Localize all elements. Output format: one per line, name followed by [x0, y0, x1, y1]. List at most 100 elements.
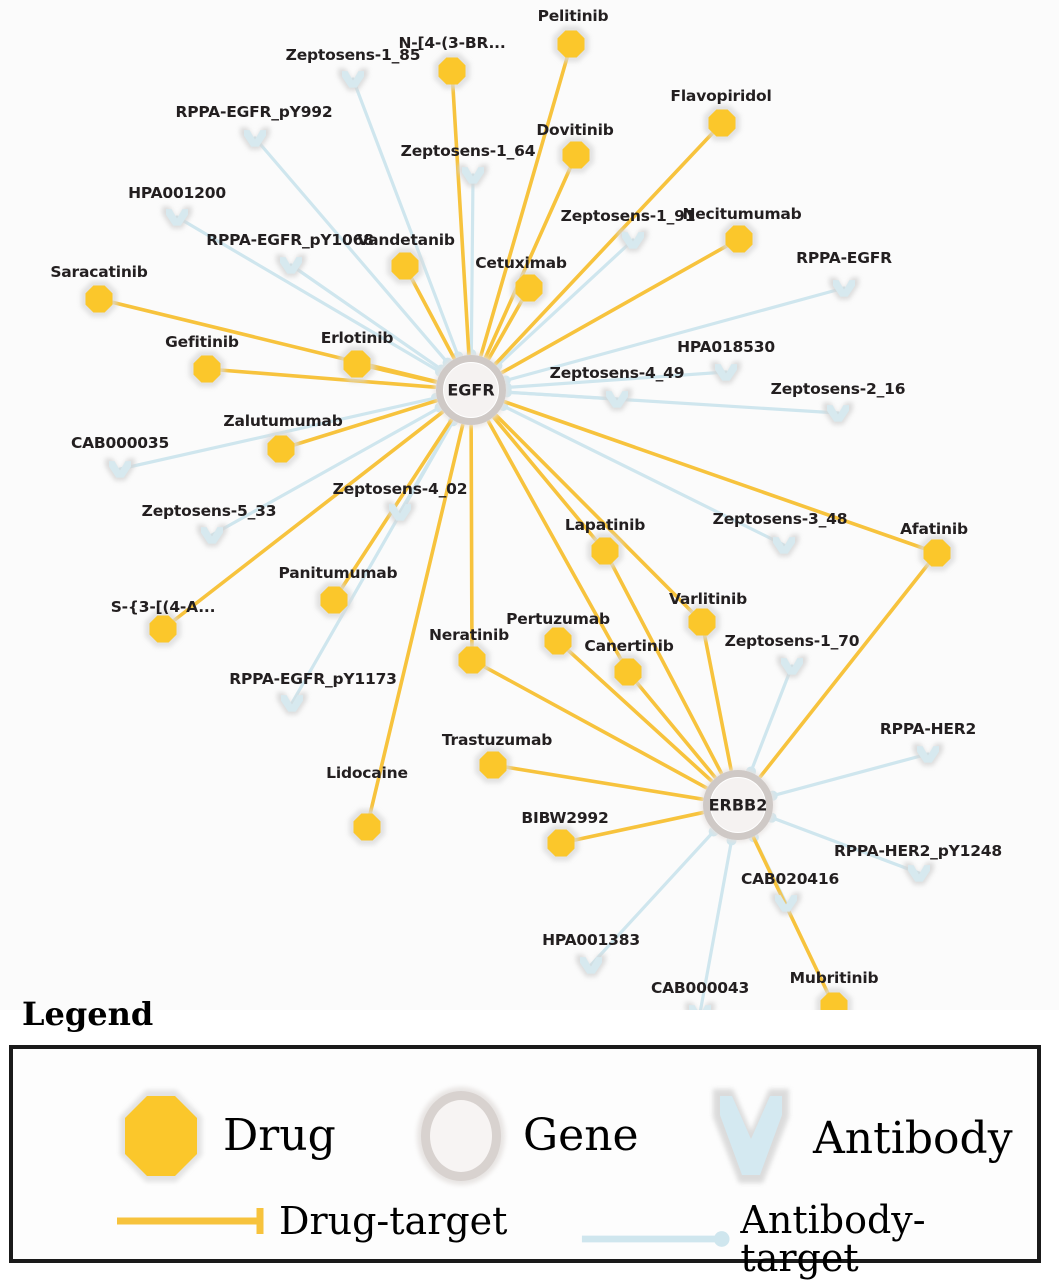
graph-edge[interactable]: [290, 419, 455, 705]
antibody-node[interactable]: [458, 164, 488, 187]
graph-edge[interactable]: [210, 405, 442, 537]
graph-edge[interactable]: [469, 424, 474, 662]
antibody-node[interactable]: [829, 277, 859, 300]
antibody-node[interactable]: [777, 655, 807, 678]
graph-edge[interactable]: [589, 829, 716, 967]
antibody-node[interactable]: [277, 692, 307, 715]
drug-node[interactable]: [189, 351, 225, 387]
antibody-node[interactable]: [823, 402, 853, 425]
graph-edge[interactable]: [450, 69, 471, 356]
antibody-node[interactable]: [385, 501, 415, 524]
graph-edge[interactable]: [749, 664, 794, 774]
graph-edge[interactable]: [559, 810, 705, 845]
graph-edge[interactable]: [469, 173, 475, 356]
graph-edge[interactable]: [161, 410, 445, 631]
nodes-layer[interactable]: [81, 26, 955, 1010]
graph-edge[interactable]: [603, 549, 724, 775]
antibody-node[interactable]: [105, 458, 135, 481]
legend-label-gene: Gene: [523, 1110, 639, 1161]
graph-edge[interactable]: [351, 77, 460, 358]
graph-edge[interactable]: [758, 551, 939, 779]
graph-edge[interactable]: [626, 670, 717, 780]
graph-edge[interactable]: [751, 835, 836, 1008]
antibody-node[interactable]: [338, 68, 368, 91]
drug-node[interactable]: [558, 137, 594, 173]
drug-node[interactable]: [543, 825, 579, 861]
drug-node[interactable]: [349, 809, 385, 845]
graph-edge[interactable]: [205, 367, 437, 389]
graph-edge[interactable]: [492, 415, 607, 553]
graph-edge[interactable]: [175, 215, 442, 374]
drug-node[interactable]: [540, 623, 576, 659]
gene-node[interactable]: [701, 768, 775, 842]
graph-edge[interactable]: [365, 423, 465, 829]
graph-edge[interactable]: [700, 620, 733, 772]
legend-title: Legend: [22, 995, 154, 1033]
drug-node[interactable]: [721, 221, 757, 257]
antibody-node[interactable]: [276, 254, 306, 277]
antibody-icon: [713, 1089, 789, 1183]
drug-node[interactable]: [81, 281, 117, 317]
graph-edge[interactable]: [470, 658, 709, 790]
gene-node[interactable]: [434, 353, 508, 427]
antibody-node[interactable]: [685, 1002, 715, 1010]
antibody-node[interactable]: [769, 534, 799, 557]
antibody-node[interactable]: [711, 361, 741, 384]
legend-label-drug: Drug: [223, 1110, 336, 1161]
graph-edge[interactable]: [479, 42, 573, 358]
graph-edge[interactable]: [483, 153, 578, 359]
graph-edge[interactable]: [505, 370, 728, 390]
antibody-node[interactable]: [904, 862, 934, 885]
drug-node[interactable]: [316, 582, 352, 618]
legend-item-antibody-target: Antibody-target: [578, 1201, 1037, 1277]
drug-node[interactable]: [475, 747, 511, 783]
graph-edge[interactable]: [556, 639, 714, 783]
graph-edge[interactable]: [504, 286, 846, 383]
network-graph-svg[interactable]: [0, 0, 1059, 1010]
drug-node[interactable]: [553, 26, 589, 62]
graph-edge[interactable]: [503, 400, 939, 555]
graph-edge[interactable]: [501, 404, 786, 547]
drug-node[interactable]: [816, 988, 852, 1010]
antibody-node[interactable]: [162, 206, 192, 229]
antibody-node[interactable]: [913, 743, 943, 766]
graph-edge[interactable]: [491, 763, 705, 801]
graph-edge[interactable]: [500, 237, 741, 375]
drug-node[interactable]: [339, 346, 375, 382]
drug-node[interactable]: [919, 535, 955, 571]
antibody-node[interactable]: [771, 892, 801, 915]
drug-node[interactable]: [511, 270, 547, 306]
drug-node[interactable]: [263, 431, 299, 467]
graph-edge[interactable]: [505, 390, 840, 415]
graph-edge[interactable]: [289, 263, 444, 372]
drug-node[interactable]: [704, 105, 740, 141]
graph-edge[interactable]: [494, 413, 704, 624]
drug-node[interactable]: [434, 53, 470, 89]
graph-edge[interactable]: [698, 838, 734, 1010]
gene-node-label: ERBB2: [708, 795, 768, 815]
legend-label-antibody-target: Antibody-target: [740, 1198, 926, 1280]
drug-node[interactable]: [684, 604, 720, 640]
drug-node[interactable]: [145, 611, 181, 647]
legend-label-antibody: Antibody: [813, 1113, 1013, 1164]
antibody-node[interactable]: [576, 954, 606, 977]
graph-edge[interactable]: [771, 752, 930, 798]
graph-edge[interactable]: [486, 419, 630, 674]
drug-node[interactable]: [610, 654, 646, 690]
graph-edge[interactable]: [495, 238, 635, 368]
graph-edge[interactable]: [279, 398, 439, 451]
antibody-node[interactable]: [602, 388, 632, 411]
graph-edge[interactable]: [493, 121, 724, 366]
network-canvas[interactable]: Pelitinib N-[4-(3-BR... Flavopiridol Doviti…: [0, 0, 1059, 1010]
legend-box: Drug Gene Antibody: [9, 1045, 1041, 1277]
graph-edge[interactable]: [770, 816, 921, 875]
antibody-node[interactable]: [197, 524, 227, 547]
antibody-node[interactable]: [240, 127, 270, 150]
antibody-node[interactable]: [618, 229, 648, 252]
drug-node[interactable]: [587, 533, 623, 569]
drug-node[interactable]: [454, 642, 490, 678]
graph-edge[interactable]: [253, 136, 450, 365]
drug-node[interactable]: [387, 248, 423, 284]
gene-icon: [417, 1087, 505, 1185]
